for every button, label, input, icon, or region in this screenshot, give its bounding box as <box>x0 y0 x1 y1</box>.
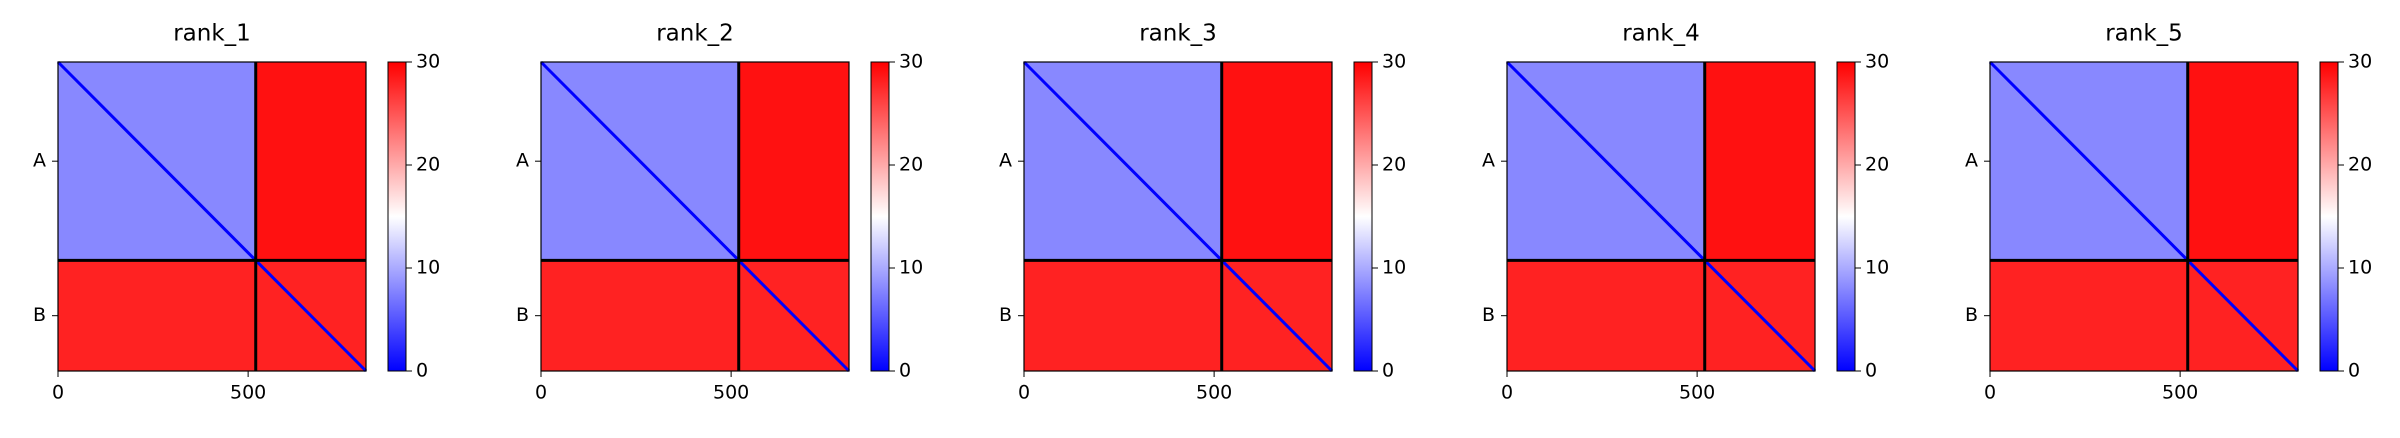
x-tick-label: 0 <box>1984 382 1996 404</box>
colorbar-tick-label: 20 <box>416 154 440 176</box>
panel-title: rank_4 <box>1622 21 1700 47</box>
colorbar-tick-label: 0 <box>1865 360 1877 382</box>
colorbar-tick-label: 20 <box>1865 154 1889 176</box>
colorbar-tick-label: 10 <box>1865 257 1889 279</box>
x-tick-label: 0 <box>52 382 64 404</box>
chain-label: A <box>999 150 1012 172</box>
diagonal <box>56 60 368 373</box>
chain-label: B <box>33 304 46 326</box>
panel-title: rank_1 <box>173 21 251 47</box>
x-tick-label: 500 <box>1679 382 1715 404</box>
plot-frame <box>1989 61 2299 372</box>
x-tick-label: 500 <box>1196 382 1232 404</box>
chain-label: B <box>999 304 1012 326</box>
colorbar-tick-label: 30 <box>1382 51 1406 73</box>
panel-title: rank_3 <box>1139 21 1217 47</box>
heatmap-block <box>1990 260 2188 371</box>
colorbar-tick-label: 30 <box>416 51 440 73</box>
chain-label: B <box>1965 304 1978 326</box>
diagonal <box>1988 60 2300 373</box>
x-tick-label: 0 <box>1501 382 1513 404</box>
heatmap-block <box>1704 62 1815 261</box>
x-tick-label: 0 <box>535 382 547 404</box>
colorbar-tick-label: 10 <box>416 257 440 279</box>
colorbar <box>387 61 407 372</box>
x-tick-label: 500 <box>2162 382 2198 404</box>
colorbar <box>2319 61 2339 372</box>
plot-frame <box>1506 61 1816 372</box>
colorbar-tick-label: 30 <box>899 51 923 73</box>
colorbar-tick-label: 30 <box>2348 51 2372 73</box>
heatmap-block <box>58 260 256 371</box>
x-tick-label: 0 <box>1018 382 1030 404</box>
colorbar-tick-label: 0 <box>899 360 911 382</box>
x-tick-label: 500 <box>713 382 749 404</box>
colorbar-tick-label: 20 <box>1382 154 1406 176</box>
plot-frame <box>540 61 850 372</box>
colorbar <box>870 61 890 372</box>
heatmap-block <box>1507 260 1705 371</box>
chain-label: B <box>516 304 529 326</box>
chain-label: A <box>516 150 529 172</box>
x-tick-label: 500 <box>230 382 266 404</box>
chain-label: A <box>33 150 46 172</box>
colorbar-tick-label: 0 <box>416 360 428 382</box>
heatmap-block <box>541 260 739 371</box>
colorbar-tick-label: 10 <box>1382 257 1406 279</box>
heatmap-block <box>1024 260 1222 371</box>
heatmap-block <box>255 62 366 261</box>
diagonal <box>1022 60 1334 373</box>
heatmap-block <box>1221 62 1332 261</box>
chain-label: A <box>1482 150 1495 172</box>
colorbar <box>1836 61 1856 372</box>
colorbar-tick-label: 10 <box>899 257 923 279</box>
diagonal <box>539 60 851 373</box>
colorbar-tick-label: 0 <box>2348 360 2360 382</box>
colorbar-tick-label: 30 <box>1865 51 1889 73</box>
heatmap-block <box>2187 62 2298 261</box>
chain-label: B <box>1482 304 1495 326</box>
colorbar-tick-label: 0 <box>1382 360 1394 382</box>
plot-frame <box>57 61 367 372</box>
colorbar-tick-label: 10 <box>2348 257 2372 279</box>
plot-frame <box>1023 61 1333 372</box>
colorbar-tick-label: 20 <box>899 154 923 176</box>
panel-title: rank_5 <box>2105 21 2183 47</box>
colorbar <box>1353 61 1373 372</box>
heatmap-block <box>738 62 849 261</box>
panel-title: rank_2 <box>656 21 734 47</box>
chain-label: A <box>1965 150 1978 172</box>
colorbar-tick-label: 20 <box>2348 154 2372 176</box>
diagonal <box>1505 60 1817 373</box>
